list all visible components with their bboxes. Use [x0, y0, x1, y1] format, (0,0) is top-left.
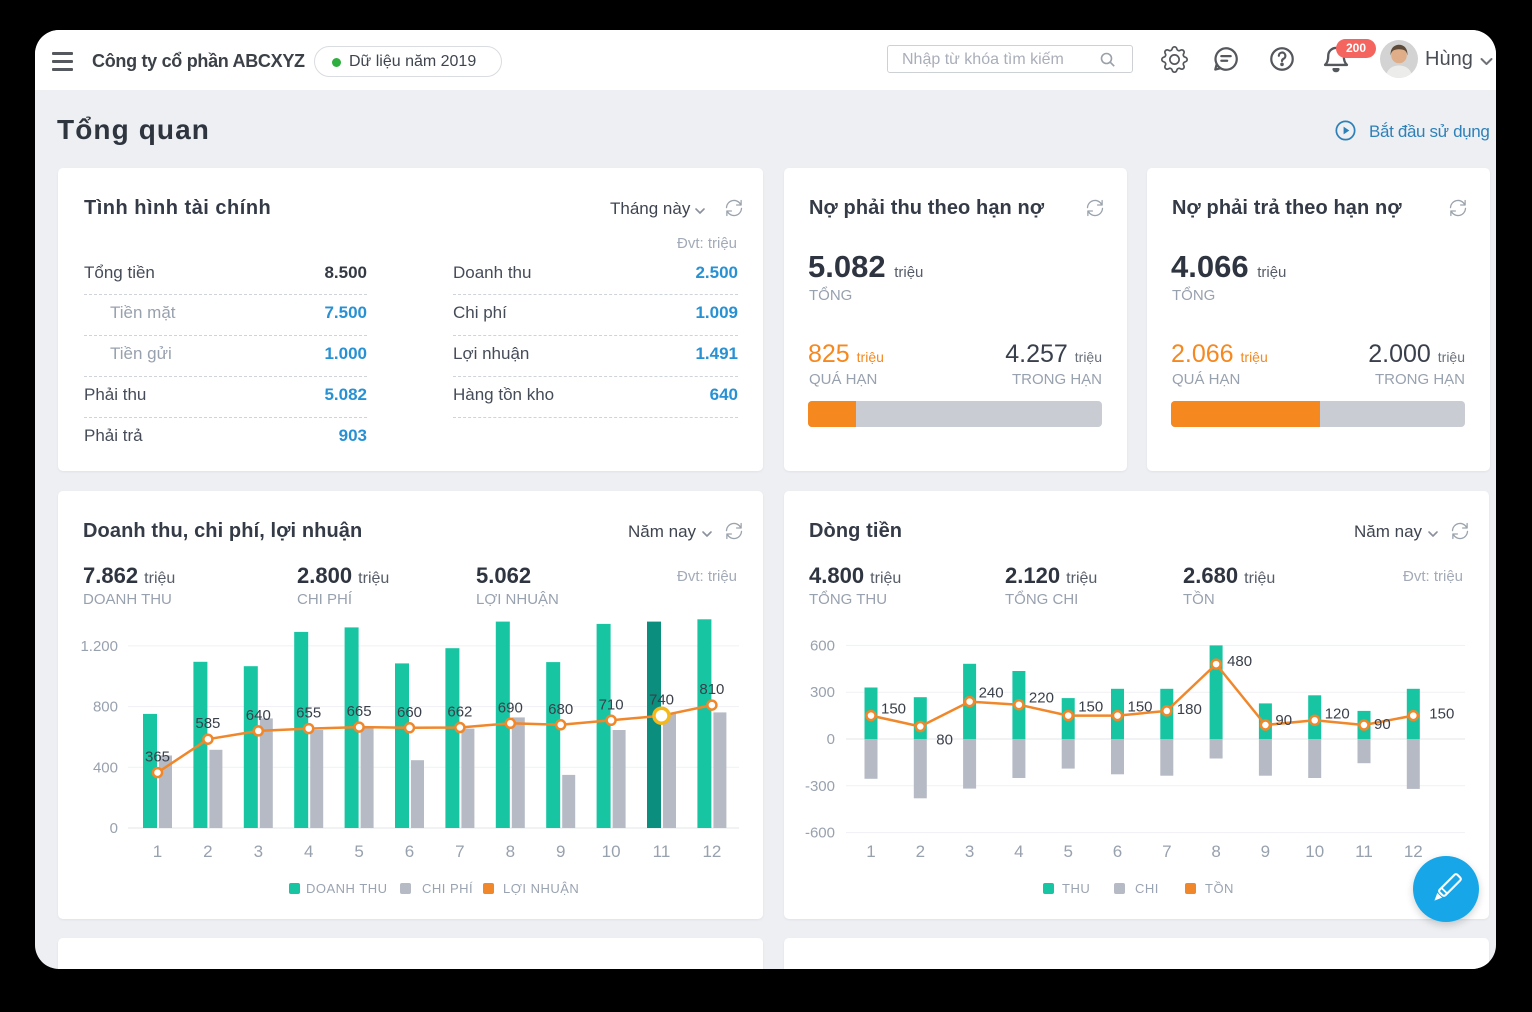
svg-text:12: 12 — [702, 842, 721, 861]
svg-text:640: 640 — [246, 707, 271, 724]
svg-text:-300: -300 — [805, 778, 835, 795]
svg-text:3: 3 — [965, 842, 974, 861]
svg-text:2: 2 — [916, 842, 925, 861]
svg-text:90: 90 — [1275, 712, 1292, 729]
svg-text:7: 7 — [455, 842, 464, 861]
svg-text:9: 9 — [1261, 842, 1270, 861]
svg-text:7: 7 — [1162, 842, 1171, 861]
svg-text:240: 240 — [979, 685, 1004, 702]
svg-text:4: 4 — [1014, 842, 1023, 861]
svg-text:12: 12 — [1404, 842, 1423, 861]
svg-text:150: 150 — [881, 701, 906, 718]
svg-text:1: 1 — [153, 842, 162, 861]
svg-text:600: 600 — [810, 637, 835, 654]
svg-text:6: 6 — [1113, 842, 1122, 861]
svg-text:8: 8 — [506, 842, 515, 861]
svg-text:710: 710 — [599, 696, 624, 713]
svg-text:740: 740 — [649, 692, 674, 709]
svg-text:10: 10 — [602, 842, 621, 861]
svg-text:585: 585 — [195, 715, 220, 732]
svg-text:480: 480 — [1227, 653, 1252, 670]
svg-text:3: 3 — [254, 842, 263, 861]
svg-text:800: 800 — [93, 699, 118, 716]
svg-text:90: 90 — [1374, 716, 1391, 733]
svg-text:1.200: 1.200 — [80, 638, 118, 655]
svg-text:150: 150 — [1078, 699, 1103, 716]
svg-text:665: 665 — [347, 703, 372, 720]
svg-text:80: 80 — [936, 732, 953, 749]
svg-text:0: 0 — [110, 820, 118, 837]
svg-text:5: 5 — [354, 842, 363, 861]
svg-text:6: 6 — [405, 842, 414, 861]
svg-text:5: 5 — [1063, 842, 1072, 861]
svg-text:810: 810 — [699, 681, 724, 698]
svg-text:1: 1 — [866, 842, 875, 861]
svg-text:120: 120 — [1325, 705, 1350, 722]
svg-text:300: 300 — [810, 684, 835, 701]
svg-text:180: 180 — [1177, 701, 1202, 718]
svg-text:680: 680 — [548, 701, 573, 718]
svg-text:10: 10 — [1305, 842, 1324, 861]
svg-text:365: 365 — [145, 749, 170, 766]
svg-text:11: 11 — [1355, 842, 1373, 861]
svg-text:150: 150 — [1429, 706, 1454, 723]
svg-text:400: 400 — [93, 759, 118, 776]
svg-text:-600: -600 — [805, 825, 835, 842]
svg-text:0: 0 — [827, 731, 835, 748]
svg-text:4: 4 — [304, 842, 313, 861]
svg-text:11: 11 — [653, 842, 671, 861]
svg-text:660: 660 — [397, 704, 422, 721]
svg-text:150: 150 — [1128, 699, 1153, 716]
svg-text:220: 220 — [1029, 690, 1054, 707]
svg-text:690: 690 — [498, 699, 523, 716]
svg-text:655: 655 — [296, 705, 321, 722]
svg-text:8: 8 — [1211, 842, 1220, 861]
svg-text:2: 2 — [203, 842, 212, 861]
svg-text:9: 9 — [556, 842, 565, 861]
svg-text:662: 662 — [447, 704, 472, 721]
